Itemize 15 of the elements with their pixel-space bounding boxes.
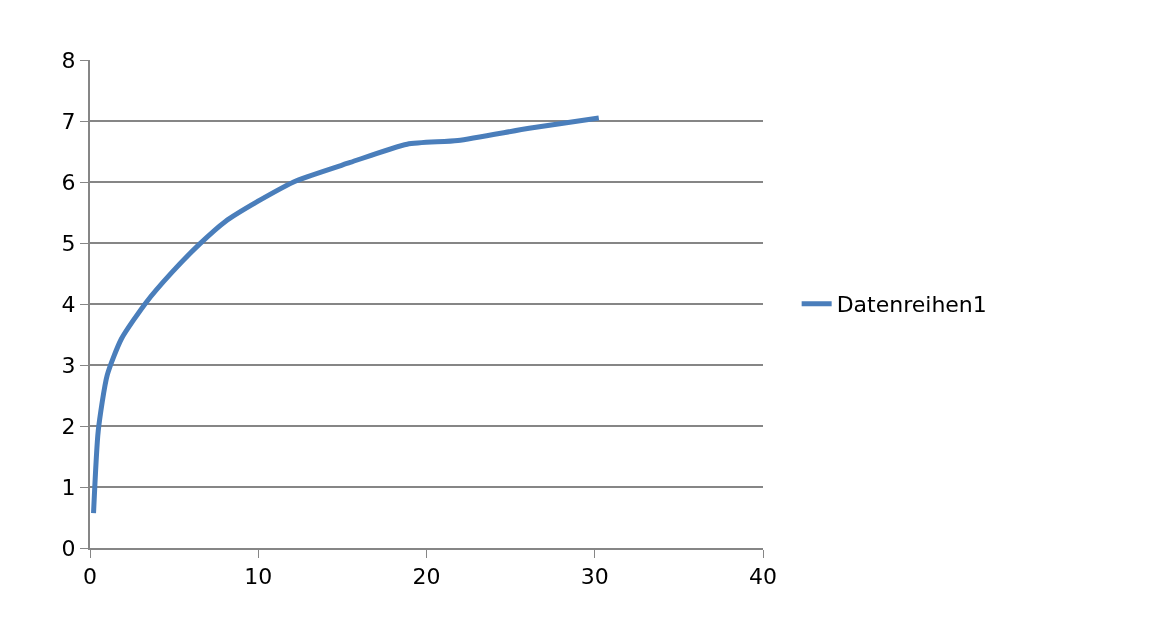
y-tick-label: 8 [61,47,76,73]
y-tick-label: 6 [61,169,76,195]
x-tick-label: 0 [83,564,97,590]
y-tick-label: 3 [61,352,76,378]
y-tick-label: 1 [61,474,76,500]
x-tick-label: 40 [749,564,777,590]
x-tick-label: 30 [580,564,609,590]
y-tick-label: 0 [61,535,76,561]
y-tick-label: 4 [61,291,76,317]
x-tick-label: 10 [244,564,273,590]
legend-label: Datenreihen1 [836,292,987,318]
x-tick-label: 20 [412,564,441,590]
y-tick-label: 7 [61,108,76,134]
y-tick-label: 2 [61,413,76,439]
y-tick-label: 5 [61,230,76,256]
